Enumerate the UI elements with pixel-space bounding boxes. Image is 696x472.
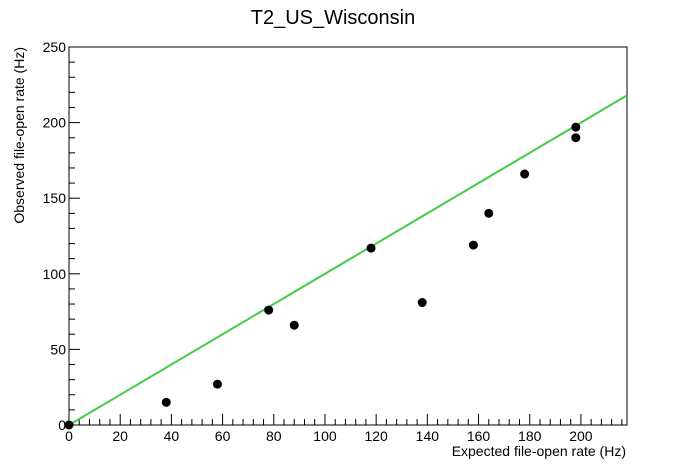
x-tick-label: 200 <box>569 428 593 444</box>
x-axis-label: Expected file-open rate (Hz) <box>452 443 626 459</box>
reference-line-segment <box>68 94 628 426</box>
y-tick-label: 250 <box>43 39 67 55</box>
plot-frame <box>68 46 628 426</box>
chart-title: T2_US_Wisconsin <box>251 7 416 29</box>
data-point <box>264 305 274 315</box>
data-point <box>212 379 222 389</box>
y-tick-label: 100 <box>43 266 67 282</box>
x-axis: 0 20 40 60 80 100 120 140 160 180 200 <box>65 414 623 444</box>
data-point <box>468 240 478 250</box>
data-point <box>289 320 299 330</box>
reference-line <box>68 94 628 426</box>
y-tick-label: 200 <box>43 115 67 131</box>
y-axis: 0 50 100 150 200 250 <box>43 39 80 433</box>
data-point <box>520 169 530 179</box>
x-tick-label: 60 <box>215 428 231 444</box>
x-tick-label: 80 <box>266 428 282 444</box>
y-tick-label: 150 <box>43 190 67 206</box>
data-point <box>571 133 581 143</box>
x-tick-label: 100 <box>313 428 337 444</box>
data-point <box>64 420 74 430</box>
x-tick-label: 0 <box>65 428 73 444</box>
data-point <box>417 298 427 308</box>
x-tick-label: 20 <box>112 428 128 444</box>
x-tick-label: 180 <box>518 428 542 444</box>
x-tick-label: 40 <box>164 428 180 444</box>
y-tick-label: 50 <box>50 341 66 357</box>
x-tick-label: 120 <box>364 428 388 444</box>
data-point <box>571 122 581 132</box>
data-point <box>484 208 494 218</box>
x-tick-label: 160 <box>467 428 491 444</box>
data-points <box>64 122 581 430</box>
x-tick-label: 140 <box>416 428 440 444</box>
data-point <box>161 397 171 407</box>
y-axis-label: Observed file-open rate (Hz) <box>11 47 27 224</box>
data-point <box>366 243 376 253</box>
y-tick-label: 0 <box>58 417 66 433</box>
